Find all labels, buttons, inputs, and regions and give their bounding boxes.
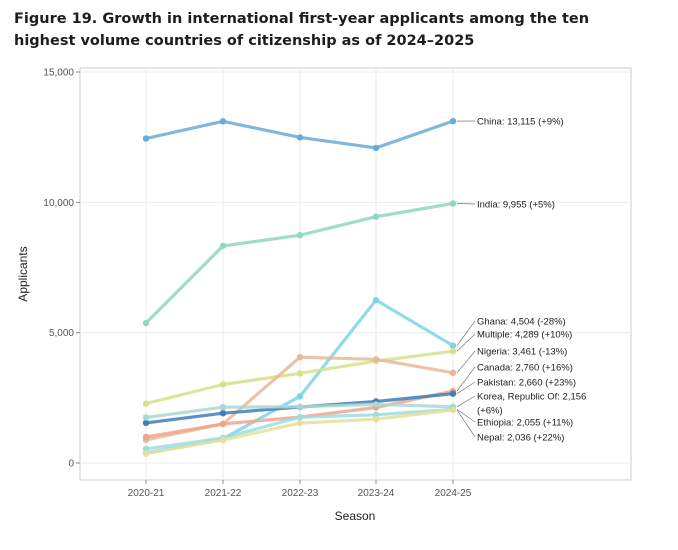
label-leader-line: [456, 409, 476, 438]
data-point: [372, 416, 380, 423]
x-axis-ticks: 2020-21 2021-22 2022-23 2023-24 2024-25: [128, 480, 472, 499]
x-tick-label: 2021-22: [205, 488, 242, 499]
series-nepal: [142, 406, 457, 457]
data-point: [296, 370, 304, 377]
label-leader-line: [456, 366, 476, 392]
series-end-label: Ghana: 4,504 (-28%): [477, 317, 566, 328]
series-end-label: (+6%): [477, 406, 503, 417]
data-point: [219, 381, 227, 388]
data-point: [142, 445, 150, 453]
data-point: [142, 400, 150, 407]
x-tick-label: 2022-23: [282, 488, 319, 499]
data-point: [142, 433, 150, 441]
label-leader-line: [456, 320, 476, 346]
data-point: [372, 356, 380, 363]
chart-title: Figure 19. Growth in international first…: [14, 11, 590, 49]
series-india: [142, 200, 457, 327]
data-point: [449, 200, 457, 207]
data-point: [372, 411, 380, 418]
y-tick-label: 15,000: [43, 68, 74, 79]
series-end-label: Pakistan: 2,660 (+23%): [477, 378, 576, 389]
data-point: [219, 404, 227, 411]
data-point: [219, 410, 227, 417]
data-point: [219, 242, 227, 250]
data-point: [372, 401, 380, 408]
x-tick-label: 2024-25: [435, 488, 472, 499]
y-axis-label: Applicants: [16, 246, 30, 301]
data-point: [449, 390, 457, 397]
label-leader-line: [456, 203, 476, 205]
data-point: [372, 213, 380, 220]
label-leader-line: [456, 333, 476, 352]
series-end-label: Canada: 2,760 (+16%): [477, 363, 573, 374]
label-leader-line: [456, 409, 476, 423]
data-point: [449, 117, 457, 125]
data-point: [219, 436, 227, 444]
data-point: [372, 144, 380, 152]
data-point: [449, 348, 457, 355]
series-end-label: Multiple: 4,289 (+10%): [477, 330, 572, 341]
y-tick-label: 5,000: [49, 328, 74, 339]
data-point: [296, 232, 304, 239]
data-point: [219, 118, 227, 125]
series-labels: China: 13,115 (+9%) India: 9,955 (+5%) Gha…: [456, 117, 586, 444]
data-point: [219, 420, 227, 428]
data-point: [449, 406, 457, 414]
data-point: [142, 319, 150, 327]
series-end-label: China: 13,115 (+9%): [477, 117, 564, 128]
data-point: [449, 369, 457, 376]
data-point: [142, 414, 150, 421]
data-point: [296, 413, 304, 421]
series-korea-republic-of: [142, 401, 457, 421]
label-leader-line: [456, 395, 476, 408]
x-axis-label: Season: [335, 509, 376, 523]
data-point: [142, 135, 150, 142]
y-tick-label: 0: [68, 459, 74, 470]
label-leader-line: [456, 350, 476, 374]
label-leader-line: [456, 381, 476, 394]
data-point: [372, 296, 380, 304]
series-china: [142, 117, 457, 152]
data-point: [296, 354, 304, 361]
data-point: [296, 419, 304, 427]
x-tick-label: 2023-24: [358, 488, 395, 499]
series-end-label: Korea, Republic Of: 2,156: [477, 392, 586, 403]
data-point: [142, 450, 150, 457]
y-tick-label: 10,000: [43, 198, 74, 209]
data-point: [296, 403, 304, 410]
series-end-label: Ethiopia: 2,055 (+11%): [477, 418, 573, 429]
data-point: [296, 393, 304, 400]
data-point: [142, 419, 150, 427]
x-tick-label: 2020-21: [128, 488, 165, 499]
data-point: [296, 134, 304, 141]
series-end-label: Nigeria: 3,461 (-13%): [477, 347, 567, 358]
series-end-label: Nepal: 2,036 (+22%): [477, 433, 564, 444]
series-lines: [142, 117, 457, 457]
series-end-label: India: 9,955 (+5%): [477, 200, 555, 211]
y-axis-ticks: 0 5,000 10,000 15,000: [43, 68, 80, 470]
data-point: [449, 342, 457, 349]
